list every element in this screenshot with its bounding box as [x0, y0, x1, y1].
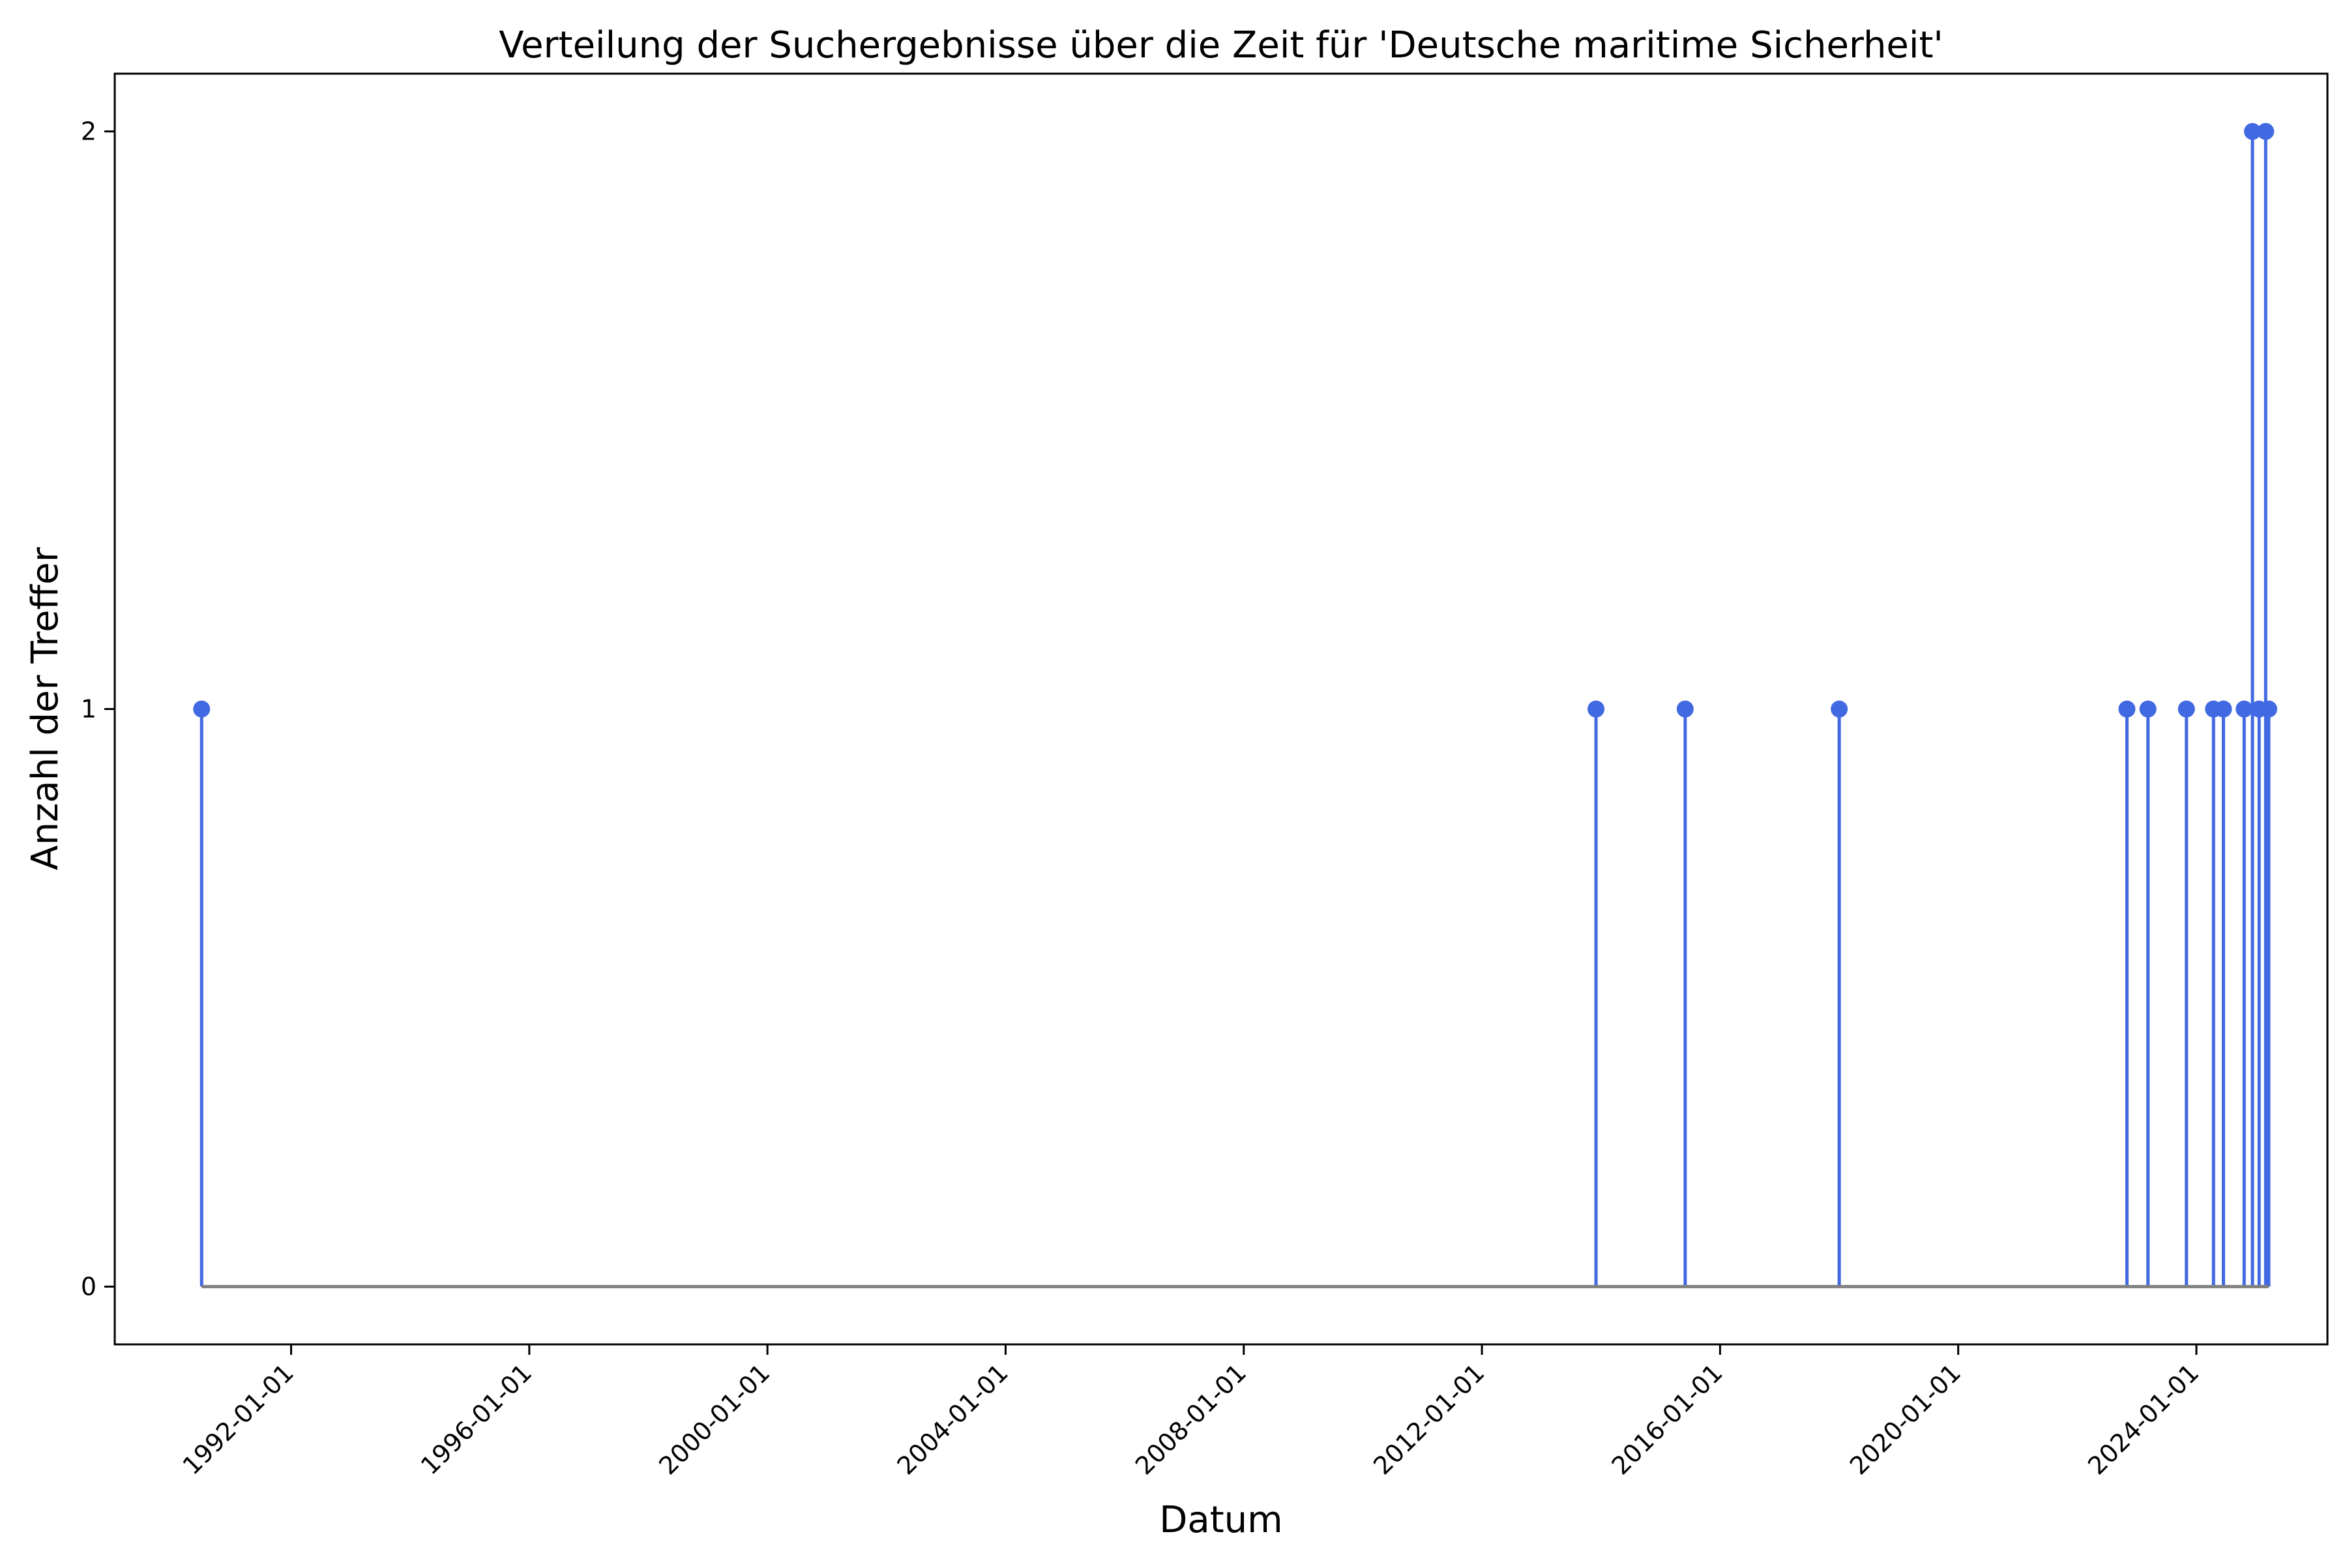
stem-marker	[193, 700, 211, 718]
stem-marker	[2215, 700, 2232, 718]
y-axis-ticks: 0 1 2	[81, 117, 115, 1301]
stem-marker	[2260, 700, 2277, 718]
y-tick-label: 0	[81, 1272, 96, 1301]
stem-marker	[2118, 700, 2136, 718]
stem-marker	[1587, 700, 1605, 718]
y-tick-label: 1	[81, 695, 96, 724]
stem-marker	[2139, 700, 2157, 718]
plot-area	[193, 123, 2277, 1288]
x-axis-label: Datum	[1159, 1499, 1282, 1541]
chart-title: Verteilung der Suchergebnisse über die Z…	[499, 24, 1943, 67]
y-tick-label: 2	[81, 117, 96, 146]
stem-marker	[1831, 700, 1848, 718]
stem-marker	[2236, 700, 2253, 718]
stem-marker	[2177, 700, 2195, 718]
stem-marker	[2243, 123, 2261, 140]
y-axis-label: Anzahl der Treffer	[24, 546, 66, 870]
stem-marker	[1676, 700, 1694, 718]
stem-marker	[2257, 123, 2275, 140]
